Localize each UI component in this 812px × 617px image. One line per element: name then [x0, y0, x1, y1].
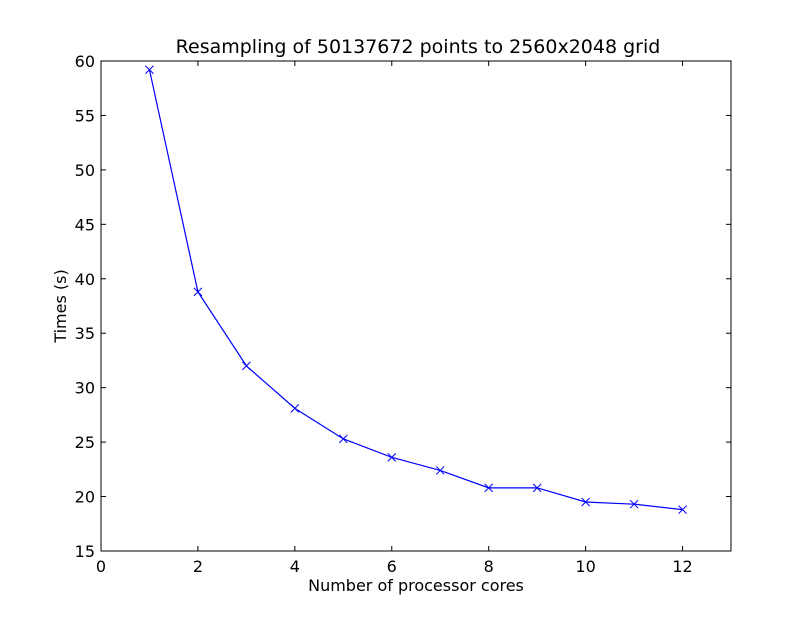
x-tick-label: 2	[193, 557, 203, 576]
data-point-marker	[678, 505, 687, 514]
y-tick-label: 25	[75, 433, 95, 452]
y-tick-label: 60	[75, 52, 95, 71]
data-point-marker	[435, 466, 445, 475]
data-point-marker	[145, 65, 154, 75]
y-tick-label: 15	[75, 542, 95, 561]
y-axis-label: Times (s)	[51, 269, 70, 343]
y-tick-label: 55	[75, 106, 95, 125]
x-tick-label: 6	[387, 557, 397, 576]
data-point-marker	[338, 434, 348, 444]
y-tick-label: 30	[75, 379, 95, 398]
data-point-marker	[629, 499, 639, 509]
x-tick-label: 4	[290, 557, 300, 576]
chart-title: Resampling of 50137672 points to 2560x20…	[176, 36, 661, 58]
y-tick-label: 45	[75, 215, 95, 234]
y-tick-label: 50	[75, 161, 95, 180]
x-axis-label: Number of processor cores	[308, 576, 524, 595]
data-point-marker	[290, 404, 300, 413]
data-point-marker	[387, 453, 397, 462]
data-point-marker	[581, 497, 590, 507]
plot-frame	[100, 60, 732, 552]
data-point-marker	[193, 287, 203, 297]
x-tick-label: 10	[575, 557, 595, 576]
y-tick-label: 20	[75, 488, 95, 507]
data-point-marker	[242, 361, 251, 371]
x-tick-label: 0	[96, 557, 106, 576]
series-line	[148, 69, 683, 511]
x-tick-label: 8	[484, 557, 494, 576]
data-point-marker	[484, 483, 494, 493]
data-point-marker	[532, 483, 542, 493]
y-tick-label: 40	[75, 270, 95, 289]
x-tick-label: 12	[672, 557, 692, 576]
y-tick-label: 35	[75, 324, 95, 343]
